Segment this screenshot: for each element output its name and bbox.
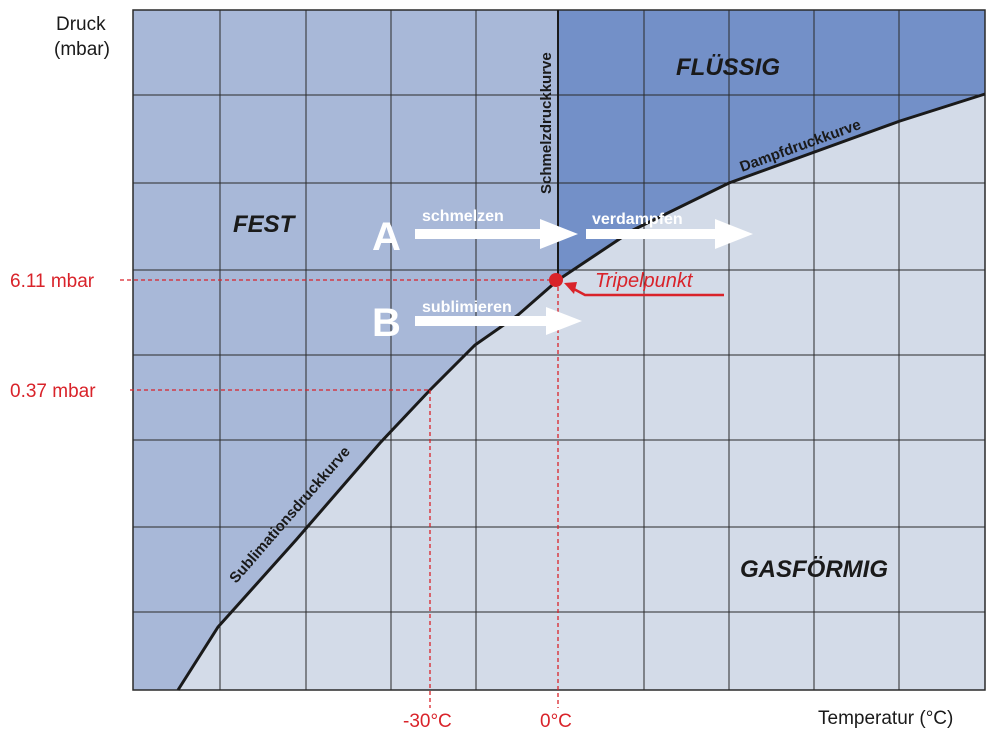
liquid-region (558, 10, 985, 280)
process-a-step2-label: verdampfen (592, 211, 683, 228)
arrow-right-icon (415, 307, 582, 335)
triple-point-arrowhead-icon (564, 282, 577, 294)
gas-region (178, 94, 985, 690)
melting-curve-label: Schmelzdruckkurve (538, 52, 555, 194)
triple-point-marker (549, 273, 563, 287)
triple-point-label: Tripelpunkt (595, 270, 694, 292)
grid (133, 10, 985, 690)
triple-point-pointer-icon (571, 286, 724, 297)
temp-zero-label: 0°C (540, 711, 572, 731)
vapor-curve (557, 92, 986, 282)
process-b-letter: B (372, 301, 401, 345)
y-axis-label-line2: (mbar) (54, 39, 110, 60)
solid-region-label: FEST (233, 211, 297, 238)
reference-lines (120, 279, 559, 708)
process-a-step1-label: schmelzen (422, 208, 504, 225)
x-axis-label: Temperatur (°C) (818, 708, 953, 729)
process-a-letter: A (372, 215, 401, 259)
process-b-step1-label: sublimieren (422, 299, 512, 316)
y-axis-label-line1: Druck (56, 14, 106, 35)
arrow-right-icon (415, 219, 578, 249)
arrow-right-icon (586, 219, 753, 249)
temp-minus30-label: -30°C (403, 711, 452, 731)
gas-region-label: GASFÖRMIG (740, 556, 888, 583)
liquid-region-label: FLÜSSIG (676, 54, 780, 81)
pressure-6-11-label: 6.11 mbar (10, 271, 95, 292)
pressure-0-37-label: 0.37 mbar (10, 381, 96, 402)
